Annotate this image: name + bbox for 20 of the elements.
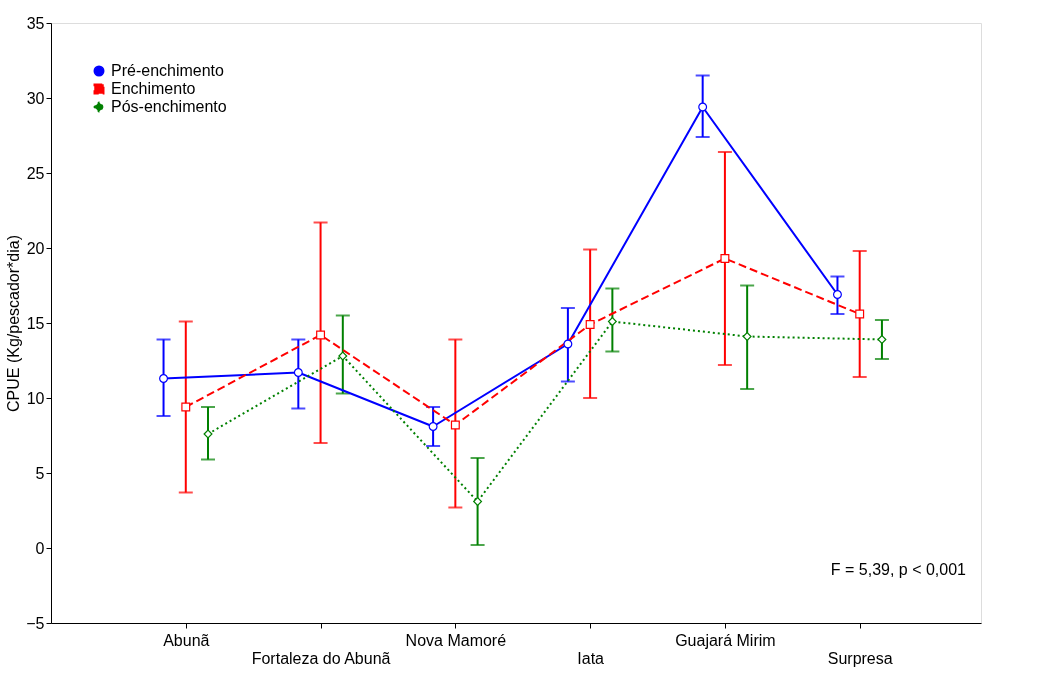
legend-label: Pré-enchimento [111,62,225,79]
y-tick-label: 10 [26,389,45,407]
x-tick-label: Guajará Mirim [675,631,776,649]
x-tick-label: Nova Mamoré [405,631,507,649]
y-tick-label: −5 [26,614,45,632]
legend-label: Enchimento [111,80,196,97]
annotation: F = 5,39, p < 0,001 [830,561,967,578]
y-tick-label: 0 [35,539,45,557]
y-tick-label: 35 [26,14,45,32]
x-tick-label: Fortaleza do Abunã [251,649,391,667]
y-tick-label: 20 [26,239,45,257]
x-tick-label: Iata [577,649,605,667]
x-tick-label: Abunã [163,631,210,649]
y-tick-label: 5 [35,464,45,482]
y-tick-label: 30 [26,89,45,107]
y-axis-title: CPUE (Kg/pescador*dia) [5,235,23,412]
x-tick-label: Surpresa [827,649,893,667]
y-tick-label: 15 [26,314,45,332]
y-tick-label: 25 [26,164,45,182]
legend-label: Pós-enchimento [111,98,227,115]
